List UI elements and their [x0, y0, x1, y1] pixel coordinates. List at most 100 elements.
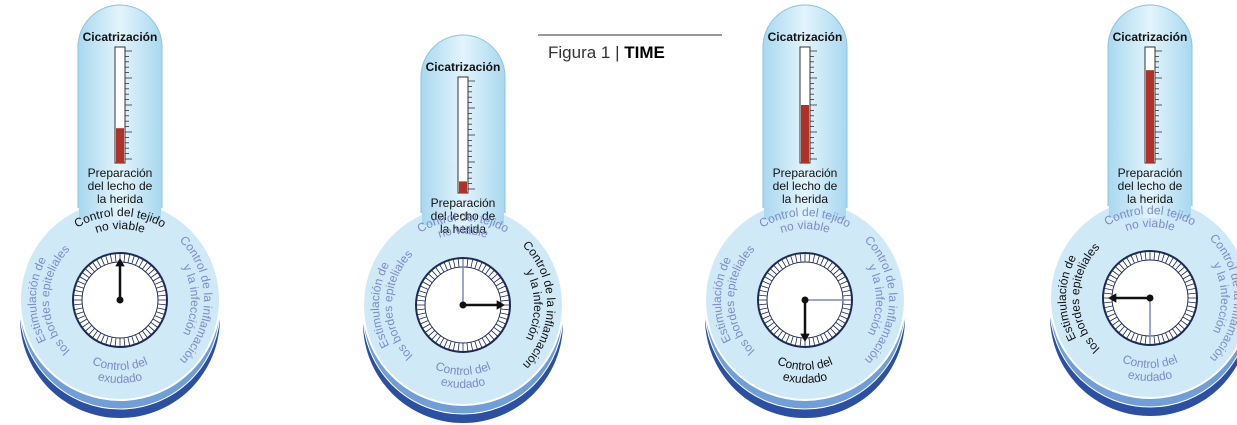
- dial-tick: [764, 318, 773, 324]
- dial-tick: [758, 289, 768, 293]
- dial-tick: [1175, 325, 1182, 334]
- dial-tick: [1165, 254, 1170, 264]
- dial-label-text: y la infección: [180, 262, 202, 338]
- dial-tick: [1187, 292, 1197, 295]
- dial-tick: [157, 289, 167, 293]
- dial-tick: [823, 332, 829, 341]
- dial-tick: [457, 258, 460, 268]
- dial-tick: [79, 276, 88, 282]
- dial-tick: [1139, 251, 1143, 261]
- dial-label: exudado: [782, 369, 829, 386]
- dial-tick: [823, 259, 829, 268]
- bottom-label: la herida: [440, 222, 486, 236]
- dial-tick: [109, 337, 113, 347]
- dial-tick: [485, 266, 491, 275]
- dial-tick: [485, 335, 491, 344]
- dial-tick: [416, 308, 426, 311]
- dial-tick: [842, 289, 852, 293]
- dial-tick: [785, 334, 790, 344]
- dial-tick: [1105, 283, 1114, 287]
- top-label: Cicatrización: [1113, 30, 1188, 44]
- dial-tick: [1180, 270, 1189, 276]
- dial-tick: [766, 322, 775, 328]
- dial-tick: [431, 332, 438, 341]
- dial-tick: [1126, 257, 1132, 266]
- dial-tick: [470, 342, 474, 352]
- dial-tick: [830, 264, 837, 273]
- dial-tick: [1130, 254, 1135, 264]
- dial-tick: [416, 299, 426, 302]
- dial-label: y la infección: [865, 262, 887, 338]
- dial-tick: [131, 255, 135, 264]
- dial-tick: [1153, 251, 1156, 261]
- dial-label: Control del: [776, 354, 835, 373]
- dial-tick: [799, 253, 802, 263]
- dial-label: exudado: [440, 374, 487, 391]
- dial-tick: [781, 332, 787, 341]
- dial-tick: [457, 342, 460, 352]
- dial-label-text: no viable: [1123, 216, 1177, 234]
- hand-arrow: [1108, 293, 1117, 303]
- dial-tick: [1180, 320, 1189, 326]
- bottom-label: Preparación: [431, 196, 496, 210]
- dial-tick: [150, 322, 159, 328]
- dial-label: Control del: [434, 359, 493, 378]
- hand-arrow: [496, 300, 505, 310]
- dial-tick: [150, 272, 159, 278]
- dial-tick: [452, 258, 456, 268]
- dial-tick: [495, 323, 504, 329]
- dial-label-text: no viable: [778, 218, 832, 236]
- dial-tick: [488, 332, 495, 341]
- dial-tick: [1165, 332, 1170, 342]
- dial-tick: [794, 337, 798, 347]
- dial-label-text: Control del: [434, 359, 493, 378]
- dial-label: no viable: [93, 218, 147, 236]
- dial-tick: [1114, 266, 1123, 273]
- dial-tick: [1135, 253, 1139, 262]
- dial-label: Control del: [1121, 352, 1180, 371]
- dial-tick: [443, 339, 448, 349]
- dial-tick: [1177, 323, 1186, 330]
- dial-tick: [812, 253, 816, 263]
- dial-tick: [138, 259, 144, 268]
- dial-tick: [73, 289, 83, 293]
- dial-label-text: y la infección: [1210, 260, 1232, 336]
- dial-tick: [1122, 259, 1128, 268]
- dial-tick: [1118, 325, 1125, 334]
- dial-tick: [827, 261, 833, 270]
- dial-label-text: y la infección: [523, 267, 545, 343]
- top-label: Cicatrización: [426, 60, 501, 74]
- bottom-label: del lecho de: [1118, 179, 1183, 193]
- dial-tick: [1157, 335, 1161, 345]
- dial-tick: [841, 311, 850, 315]
- bottom-label: Preparación: [88, 166, 153, 180]
- dial-tick: [157, 303, 167, 306]
- dial-tick: [142, 330, 148, 339]
- dial-label-text: Control del: [1121, 352, 1180, 371]
- dial-tick: [88, 327, 95, 336]
- stem-neck: [79, 160, 161, 220]
- dial-tick: [781, 259, 787, 268]
- dial-label: exudado: [1127, 367, 1174, 384]
- dial-tick: [1118, 262, 1125, 271]
- dial-tick: [490, 330, 499, 337]
- dial-tick: [769, 268, 778, 275]
- dial-tick: [81, 322, 90, 328]
- dial-tick: [1182, 316, 1191, 322]
- dial-tick: [842, 307, 852, 311]
- dial-tick: [842, 294, 852, 297]
- dial-tick: [1109, 316, 1118, 322]
- dial-tick: [439, 264, 445, 273]
- dial-tick: [427, 273, 436, 280]
- dial-tick: [500, 308, 510, 311]
- dial-tick: [1106, 278, 1116, 283]
- dial-tick: [470, 258, 474, 268]
- dial-tick: [73, 294, 83, 297]
- dial-tick: [790, 336, 794, 345]
- dial-tick: [424, 277, 433, 283]
- dial-tick: [88, 264, 95, 273]
- dial-tick: [418, 290, 427, 294]
- stem-neck: [764, 160, 846, 220]
- dial-tick: [1144, 251, 1147, 261]
